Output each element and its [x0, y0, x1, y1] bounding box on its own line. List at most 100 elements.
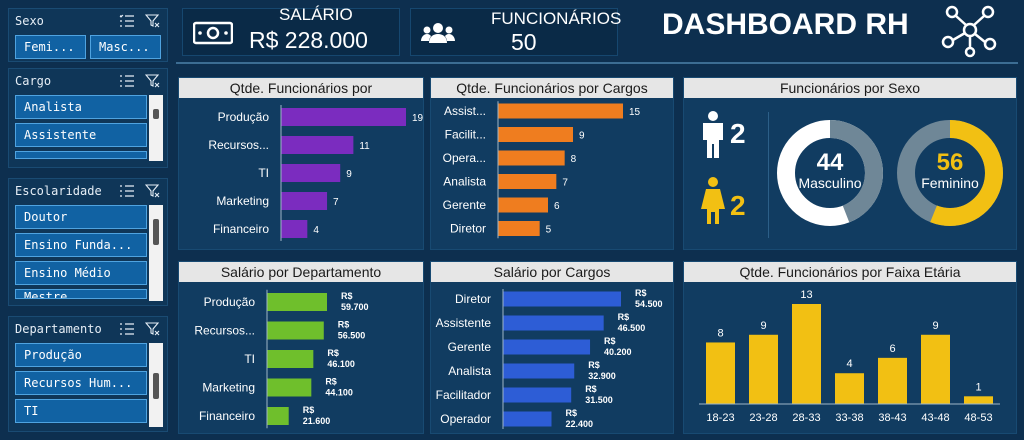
data-label: R$: [341, 291, 353, 301]
bar[interactable]: [498, 150, 565, 166]
scrollbar[interactable]: [149, 205, 163, 301]
category-label: 23-28: [749, 412, 777, 424]
bar[interactable]: [267, 407, 289, 425]
slicer-item-masculino[interactable]: Masc...: [90, 35, 161, 59]
bar[interactable]: [281, 220, 308, 238]
slicer-item-ti[interactable]: TI: [15, 399, 147, 423]
bar[interactable]: [835, 373, 864, 404]
data-label: 6: [889, 343, 895, 355]
bar[interactable]: [498, 221, 540, 236]
female-count: 2: [730, 190, 746, 221]
data-label: 8: [571, 154, 577, 165]
bar[interactable]: [281, 136, 354, 154]
bar[interactable]: [267, 321, 324, 340]
slicer-item-analista[interactable]: Analista: [15, 95, 147, 119]
slicer-item-assistente[interactable]: Assistente: [15, 123, 147, 147]
data-label: 4: [313, 225, 319, 236]
data-label: 32.900: [588, 371, 616, 381]
slicer-title: Departamento: [15, 322, 102, 336]
donut-charts-sexo: 44 Masculino 56 Feminino: [777, 120, 1003, 226]
clear-selections-icon[interactable]: [119, 73, 135, 89]
slicer-item-ensino-fundamental[interactable]: Ensino Funda...: [15, 233, 147, 257]
bar[interactable]: [281, 108, 406, 126]
filter-eraser-icon[interactable]: [145, 321, 161, 337]
slicer-title: Sexo: [15, 14, 44, 28]
category-label: Facilit...: [445, 128, 486, 142]
bar[interactable]: [267, 378, 312, 397]
data-label: 15: [629, 107, 641, 118]
clear-selections-icon[interactable]: [119, 13, 135, 29]
data-label: R$: [338, 320, 350, 330]
bar[interactable]: [503, 339, 591, 355]
filter-eraser-icon[interactable]: [145, 13, 161, 29]
bar[interactable]: [498, 197, 548, 213]
data-label: 46.500: [618, 323, 646, 333]
bar[interactable]: [503, 363, 575, 379]
bar[interactable]: [503, 387, 572, 403]
money-icon: [192, 21, 234, 49]
category-label: Marketing: [216, 194, 269, 208]
filter-eraser-icon[interactable]: [145, 73, 161, 89]
slicer-header: Cargo: [9, 69, 167, 93]
scrollbar[interactable]: [149, 343, 163, 427]
category-label: Diretor: [455, 292, 491, 306]
slicer-item-ensino-medio[interactable]: Ensino Médio: [15, 261, 147, 285]
slicer-header: Escolaridade: [9, 179, 167, 203]
data-label: 8: [717, 327, 723, 339]
bar[interactable]: [878, 357, 907, 404]
bar[interactable]: [503, 291, 621, 307]
slicer-item-producao[interactable]: Produção: [15, 343, 147, 367]
slicer-title: Escolaridade: [15, 184, 102, 198]
bar[interactable]: [498, 174, 557, 189]
filter-eraser-icon[interactable]: [145, 183, 161, 199]
bar[interactable]: [498, 103, 623, 119]
panel-faixa-etaria: Qtde. Funcionários por Faixa Etária 8 18-…: [683, 261, 1017, 434]
bar[interactable]: [281, 192, 328, 210]
bar[interactable]: [498, 127, 573, 142]
slicer-item-doutor[interactable]: Doutor: [15, 205, 147, 229]
bar[interactable]: [921, 334, 950, 404]
slicer-item-mestre[interactable]: Mestre: [15, 289, 147, 299]
bar[interactable]: [267, 350, 314, 368]
category-label: Recursos...: [194, 324, 255, 338]
data-label: 22.400: [565, 419, 593, 429]
data-label: R$: [327, 348, 339, 358]
slicer-item-partial[interactable]: [15, 151, 147, 159]
category-label: Produção: [204, 295, 256, 309]
female-person-icon: [698, 176, 728, 230]
bar[interactable]: [267, 293, 327, 311]
category-label: 38-43: [878, 412, 906, 424]
bar[interactable]: [964, 396, 993, 404]
bar[interactable]: [749, 334, 778, 404]
data-label: 19: [412, 113, 424, 124]
data-label: 9: [346, 169, 352, 180]
kpi-employees-value: 50: [511, 29, 537, 55]
clear-selections-icon[interactable]: [119, 321, 135, 337]
bar[interactable]: [706, 342, 735, 404]
bar[interactable]: [792, 304, 821, 404]
slicer-header: Sexo: [9, 9, 167, 33]
data-label: R$: [303, 405, 315, 415]
group-icon: [421, 21, 455, 49]
clear-selections-icon[interactable]: [119, 183, 135, 199]
data-label: 13: [800, 289, 812, 301]
category-label: Operador: [440, 412, 491, 426]
chart-title: Qtde. Funcionários por Cargos: [431, 78, 673, 98]
kpi-salary-label: SALÁRIO: [279, 5, 353, 24]
scrollbar[interactable]: [149, 95, 163, 161]
divider: [768, 112, 769, 238]
bar[interactable]: [281, 164, 341, 182]
data-label: R$: [585, 384, 597, 394]
slicer-item-feminino[interactable]: Femi...: [15, 35, 86, 59]
category-label: Financeiro: [213, 222, 269, 236]
category-label: Opera...: [443, 151, 486, 165]
category-label: Facilitador: [436, 388, 491, 402]
data-label: 9: [760, 320, 766, 332]
bar[interactable]: [503, 411, 552, 427]
bar[interactable]: [503, 315, 604, 331]
slicer-item-recursos-humanos[interactable]: Recursos Hum...: [15, 371, 147, 395]
panel-funcionarios-departamento: Qtde. Funcionários por Produção 19 Recurso…: [178, 77, 424, 250]
donut-female-arc: [897, 120, 1003, 226]
bar-chart-funcionarios-departamento: Produção 19 Recursos... 11 TI 9 Marketing 7 Fina…: [208, 105, 424, 241]
category-label: Gerente: [443, 198, 487, 212]
